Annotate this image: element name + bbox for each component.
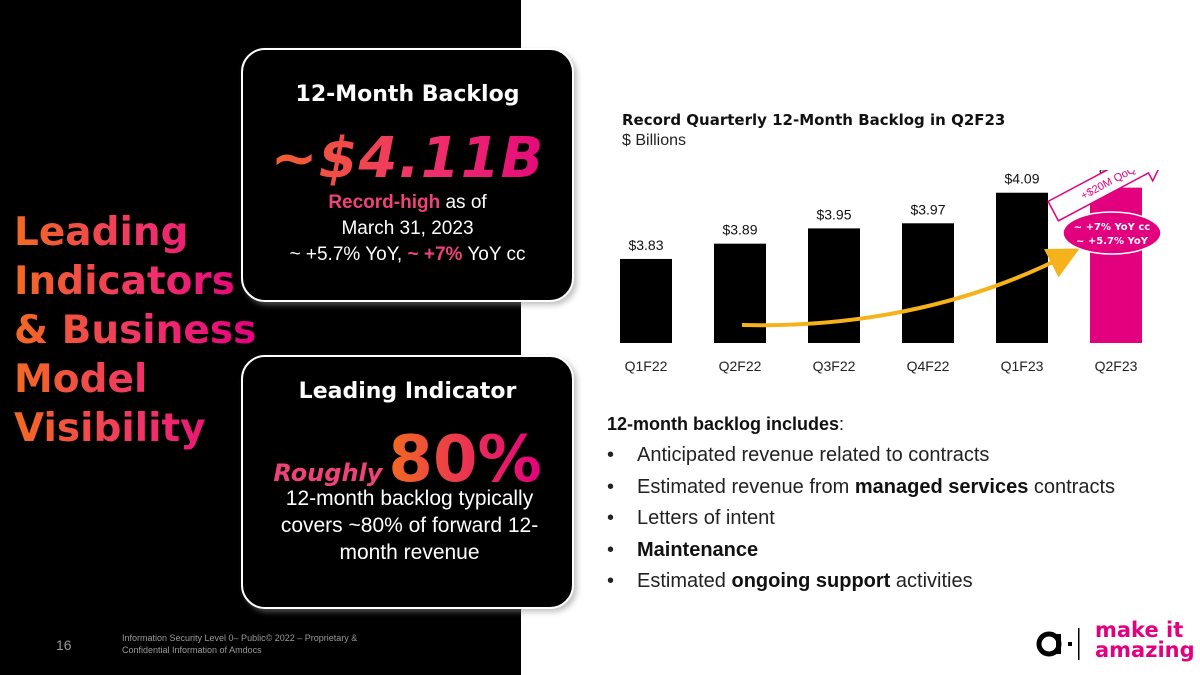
includes-heading: 12-month backlog includes:: [607, 414, 844, 435]
headline-line: & Business: [14, 308, 257, 353]
backlog-description: Record-high as of March 31, 2023 ~ +5.7%…: [243, 190, 572, 268]
bullet-icon: •: [607, 444, 615, 466]
yoy-cc-suffix: YoY cc: [462, 244, 526, 265]
page-number: 16: [56, 637, 72, 653]
footer-disclaimer: Information Security Level 0– Public© 20…: [122, 633, 358, 655]
headline-line: Indicators: [14, 257, 256, 306]
yoy-cc-value: ~ +7%: [407, 244, 463, 265]
bar-q2f23: [1090, 187, 1142, 343]
trend-arrow: [741, 248, 1080, 328]
yoy-label: ~ +5.7% YoY: [1076, 236, 1149, 247]
roughly-label: Roughly: [273, 459, 383, 487]
brand-tagline: make it amazing: [1095, 618, 1195, 662]
list-item-text: Anticipated revenue related to contracts: [637, 444, 990, 466]
backlog-value: ~$4.11B: [243, 126, 572, 191]
includes-list: • Anticipated revenue related to contract…: [607, 442, 1115, 600]
slide-headline: Leading Indicators & Business Model Visi…: [14, 208, 256, 453]
data-label: $3.83: [628, 237, 663, 253]
bar-q2f22: [714, 243, 766, 343]
list-item-text: Estimated revenue from: [637, 475, 855, 498]
x-tick-label: Q4F22: [907, 358, 950, 374]
record-high-label: Record-high: [328, 192, 441, 213]
data-label: $3.95: [816, 206, 851, 222]
list-item-bold: managed services: [854, 475, 1029, 498]
headline-line: Visibility: [14, 404, 256, 453]
data-label: $3.89: [722, 222, 757, 238]
bullet-icon: •: [607, 507, 615, 529]
list-item-text: Letters of intent: [637, 507, 775, 529]
backlog-card: 12-Month Backlog ~$4.11B Record-high as …: [241, 48, 574, 302]
tagline-line-2: amazing: [1095, 638, 1195, 662]
data-label: $4.09: [1004, 171, 1039, 187]
list-item-bold: ongoing support: [731, 570, 891, 592]
backlog-card-title: 12-Month Backlog: [295, 82, 520, 107]
headline-line: Model: [14, 355, 256, 404]
data-label: $3.97: [910, 201, 945, 217]
yoy-cc-label: ~ +7% YoY cc: [1074, 222, 1151, 233]
backlog-date: March 31, 2023: [341, 218, 474, 239]
list-item: • Maintenance: [607, 537, 1115, 569]
roughly-row: Roughly80%: [243, 423, 572, 497]
x-tick-label: Q2F22: [719, 358, 762, 374]
bar-q3f22: [808, 228, 860, 343]
list-item: • Estimated ongoing support activities: [607, 568, 1115, 600]
as-of-text: as of: [440, 192, 487, 213]
x-tick-label: Q1F22: [625, 358, 668, 374]
list-item-text: contracts: [1028, 475, 1116, 498]
bar-q4f22: [902, 223, 954, 343]
coverage-percent: 80%: [388, 423, 542, 497]
list-item: • Anticipated revenue related to contract…: [607, 442, 1115, 474]
qoq-arrow-shape: [1047, 170, 1170, 222]
coverage-description: 12-month backlog typically covers ~80% o…: [280, 487, 539, 564]
chart-subtitle: $ Billions: [622, 132, 687, 149]
includes-heading-colon: :: [839, 414, 845, 434]
list-item-bold: Maintenance: [637, 538, 759, 561]
x-tick-label: Q3F22: [813, 358, 856, 374]
yoy-callout: ~ +7% YoY cc ~ +5.7% YoY: [1062, 211, 1162, 255]
yoy-callout-bubble: [1062, 211, 1162, 255]
bullet-icon: •: [607, 570, 615, 592]
x-tick-label: Q2F23: [1095, 358, 1138, 374]
list-item-text: activities: [890, 570, 973, 592]
bullet-icon: •: [607, 475, 615, 498]
list-item: • Estimated revenue from managed services…: [607, 474, 1115, 506]
backlog-bar-chart: $3.83 Q1F22 $3.89 Q2F22 $3.95 Q3F22 $3.97 Q4F22…: [620, 170, 1170, 374]
chart-title: Record Quarterly 12-Month Backlog in Q2F…: [622, 111, 1006, 129]
headline-line: Leading: [14, 208, 256, 257]
tagline-line-1: make it: [1095, 618, 1184, 642]
bullet-icon: •: [607, 538, 615, 561]
list-item-text: Estimated: [637, 570, 732, 592]
includes-heading-bold: 12-month backlog includes: [607, 414, 840, 434]
bar-q1f22: [620, 258, 672, 343]
yoy-text: ~ +5.7% YoY,: [289, 244, 408, 265]
leading-indicator-card: Leading Indicator Roughly80% 12-month ba…: [241, 355, 574, 609]
leading-indicator-title: Leading Indicator: [298, 379, 517, 404]
list-item: • Letters of intent: [607, 505, 1115, 537]
x-tick-label: Q1F23: [1001, 358, 1044, 374]
amdocs-logo-icon: [1036, 628, 1080, 660]
